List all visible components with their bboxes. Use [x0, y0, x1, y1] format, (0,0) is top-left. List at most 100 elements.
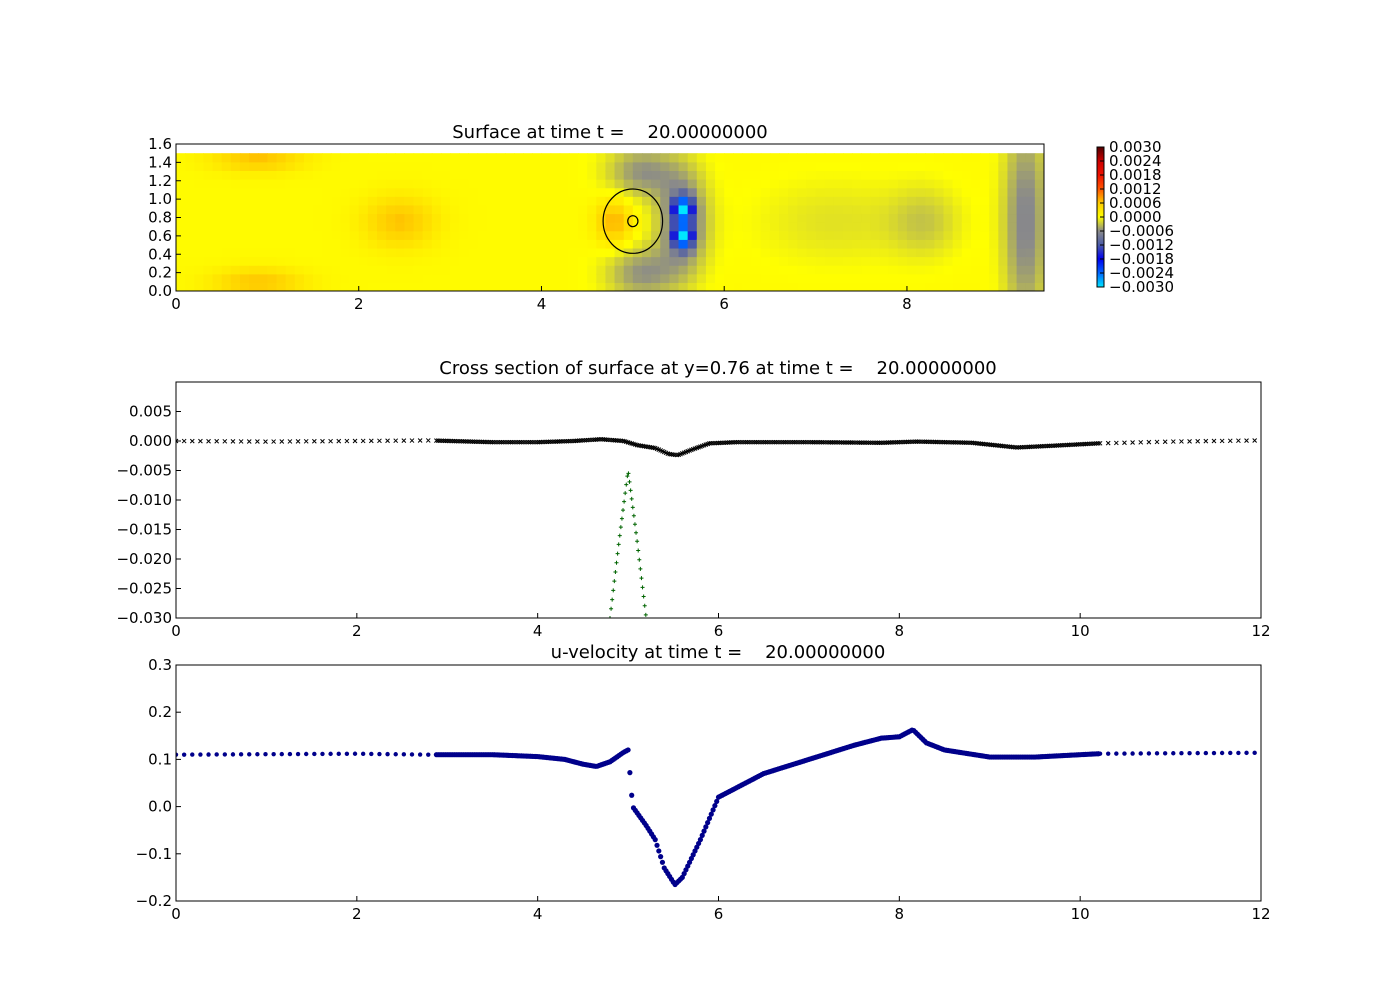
heatmap-cell: [596, 161, 607, 172]
heatmap-cell: [797, 282, 808, 291]
heatmap-cell: [751, 196, 762, 206]
heatmap-cell: [340, 179, 351, 189]
data-point: [632, 522, 637, 527]
data-point: [629, 792, 635, 798]
heatmap-cell: [395, 213, 406, 223]
heatmap-cell: [998, 170, 1009, 180]
heatmap-cell: [1007, 153, 1018, 163]
data-point: [1090, 441, 1096, 446]
heatmap-cell: [514, 213, 524, 223]
data-point: [716, 440, 721, 446]
data-point: [336, 438, 342, 444]
heatmap-cell: [797, 213, 808, 223]
data-point: [295, 439, 301, 444]
heatmap-cell: [249, 204, 259, 215]
heatmap-cell: [1034, 161, 1044, 172]
heatmap-cell: [495, 247, 506, 258]
heatmap-cell: [468, 230, 479, 240]
heatmap-cell: [331, 213, 342, 223]
data-point: [453, 438, 459, 444]
heatmap-cell: [660, 265, 670, 275]
data-point: [582, 437, 588, 443]
heatmap-cell: [614, 247, 625, 258]
heatmap-cell: [230, 170, 241, 180]
heatmap-cell: [980, 170, 990, 180]
heatmap-cell: [523, 247, 533, 258]
heatmap-cell: [559, 282, 570, 291]
data-point: [752, 439, 758, 445]
heatmap-cell: [203, 170, 214, 180]
heatmap-cell: [797, 187, 808, 197]
heatmap-cell: [185, 282, 195, 291]
data-point: [417, 752, 423, 757]
x-tick-label: 0: [171, 295, 181, 313]
heatmap-cell: [395, 239, 406, 249]
data-point: [481, 439, 486, 445]
heatmap-cell: [970, 265, 981, 275]
heatmap-cell: [203, 247, 214, 258]
data-point: [295, 751, 301, 757]
heatmap-cell: [623, 204, 634, 215]
data-point: [811, 439, 817, 445]
heatmap-cell: [413, 187, 424, 197]
heatmap-cell: [194, 265, 205, 275]
heatmap-cell: [313, 179, 323, 189]
heatmap-cell: [440, 247, 451, 258]
data-point: [636, 548, 641, 553]
heatmap-cell: [906, 282, 917, 291]
data-point: [893, 439, 899, 445]
heatmap-cell: [239, 282, 250, 291]
heatmap-cell: [578, 247, 588, 258]
heatmap-cell: [285, 230, 296, 240]
heatmap-cell: [760, 204, 771, 215]
heatmap-cell: [651, 273, 661, 283]
heatmap-cell: [888, 179, 899, 189]
heatmap-cell: [906, 222, 917, 232]
heatmap-cell: [239, 265, 250, 275]
heatmap-cell: [934, 170, 945, 180]
heatmap-cell: [568, 187, 579, 197]
heatmap-cell: [596, 282, 607, 291]
data-point: [949, 439, 955, 445]
heatmap-cell: [267, 204, 278, 215]
data-point: [920, 439, 926, 445]
heatmap-cell: [779, 213, 789, 223]
heatmap-cell: [395, 230, 406, 240]
heatmap-cell: [514, 161, 524, 172]
colorbar-tick-label: 0.0000: [1109, 208, 1162, 226]
heatmap-cell: [303, 265, 314, 275]
heatmap-cell: [395, 170, 406, 180]
data-point: [712, 803, 718, 809]
heatmap-cell: [221, 230, 232, 240]
heatmap-cell: [934, 230, 945, 240]
heatmap-cell: [285, 161, 296, 172]
heatmap-cell: [349, 273, 360, 283]
data-point: [495, 439, 501, 445]
heatmap-cell: [431, 256, 442, 266]
heatmap-cell: [925, 256, 935, 266]
x-tick-label: 8: [902, 295, 912, 313]
heatmap-cell: [1025, 213, 1036, 223]
heatmap-cell: [340, 196, 351, 206]
heatmap-cell: [760, 213, 771, 223]
heatmap-cell: [194, 273, 205, 283]
data-point: [393, 438, 399, 444]
data-point: [1034, 444, 1040, 449]
heatmap-cell: [769, 161, 780, 172]
data-point: [1146, 751, 1152, 756]
heatmap-cell: [605, 265, 616, 275]
heatmap-cell: [925, 265, 935, 275]
data-point: [593, 437, 598, 442]
heatmap-cell: [916, 196, 926, 206]
heatmap-cell: [669, 204, 680, 215]
data-point: [857, 440, 862, 445]
heatmap-cell: [349, 256, 360, 266]
heatmap-cell: [1016, 282, 1027, 291]
heatmap-cell: [651, 256, 661, 266]
heatmap-cell: [404, 222, 415, 232]
heatmap-cell: [678, 239, 689, 249]
heatmap-cell: [203, 265, 214, 275]
heatmap-cell: [194, 247, 205, 258]
data-point: [1252, 438, 1258, 443]
heatmap-cell: [632, 187, 643, 197]
